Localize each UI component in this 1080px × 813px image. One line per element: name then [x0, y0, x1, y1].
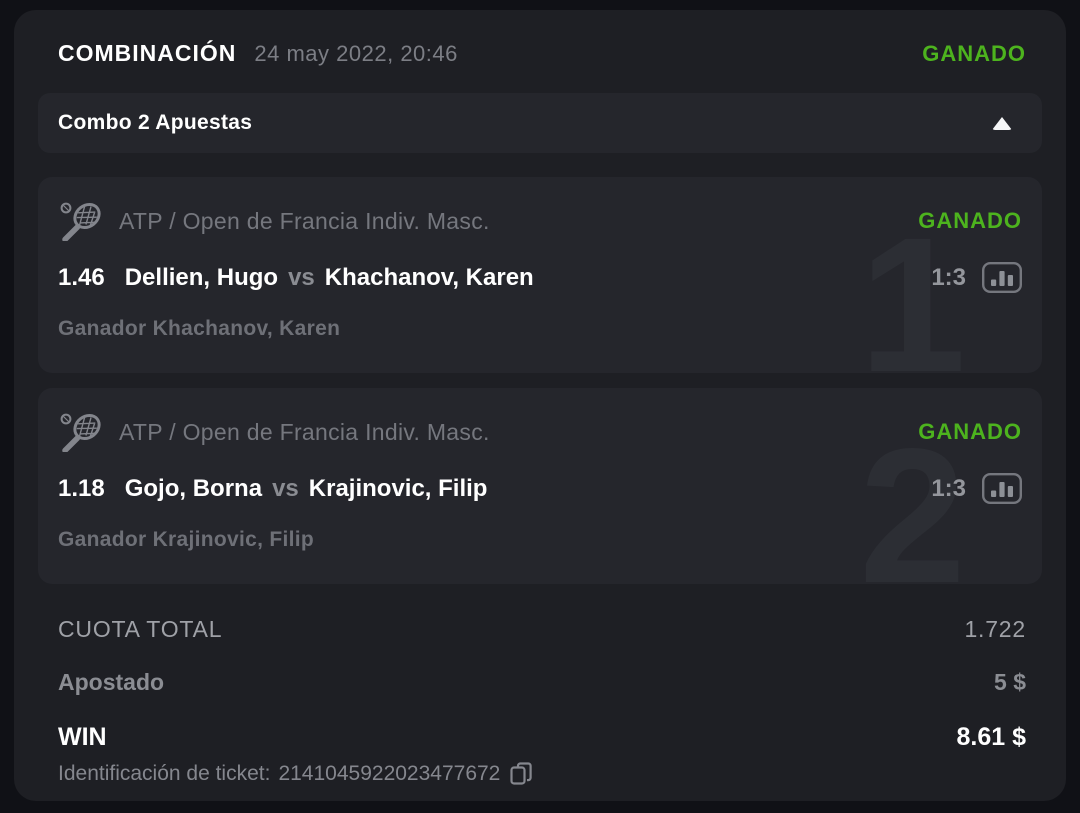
ticket-date: 24 may 2022, 20:46 — [254, 41, 458, 66]
bet-pick-row: Ganador Krajinovic, Filip — [58, 528, 1022, 552]
tennis-racket-icon — [60, 202, 101, 241]
away-player: Krajinovic, Filip — [308, 474, 488, 502]
copy-ticket-id-button[interactable] — [510, 761, 533, 787]
combo-label: Combo 2 Apuestas — [58, 111, 253, 134]
vs-label: vs — [272, 474, 299, 502]
ticket-id-label: Identificación de ticket: — [58, 762, 271, 785]
bar-chart-icon — [982, 473, 1022, 504]
total-odds-label: CUOTA TOTAL — [58, 616, 223, 642]
ticket-status-badge: GANADO — [922, 41, 1026, 66]
ticket-header: COMBINACIÓN 24 may 2022, 20:46 GANADO — [14, 10, 1066, 67]
tennis-racket-icon — [60, 413, 101, 452]
ticket-type-title: COMBINACIÓN — [58, 40, 237, 66]
bar-chart-icon — [982, 262, 1022, 293]
bet-ticket-card: COMBINACIÓN 24 may 2022, 20:46 GANADO Co… — [14, 10, 1066, 801]
ticket-id-value: 2141045922023477672 — [278, 762, 501, 785]
bet-odds: 1.18 — [58, 474, 105, 502]
match-score: 1:3 — [931, 263, 966, 291]
league-label: ATP / Open de Francia Indiv. Masc. — [119, 207, 490, 234]
total-odds-value: 1.722 — [964, 616, 1026, 642]
match-score: 1:3 — [931, 474, 966, 502]
bet-league-row: ATP / Open de Francia Indiv. Masc. GANAD… — [58, 201, 1022, 241]
bet-status-badge: GANADO — [918, 208, 1022, 233]
win-row: WIN 8.61 $ — [58, 723, 1026, 752]
bet-row: 1 ATP / Open de Francia Indiv. Masc. GAN… — [38, 177, 1042, 373]
pick-label: Ganador Krajinovic, Filip — [58, 528, 315, 551]
bet-match-row: 1.46 Dellien, Hugo vs Khachanov, Karen 1… — [58, 262, 1022, 293]
bet-odds: 1.46 — [58, 263, 105, 291]
statistics-button[interactable] — [982, 473, 1022, 504]
away-player: Khachanov, Karen — [324, 263, 534, 291]
win-value: 8.61 $ — [956, 723, 1026, 751]
copy-icon — [510, 762, 533, 785]
ticket-id-row: Identificación de ticket: 21410459220234… — [58, 761, 1026, 787]
bet-status-badge: GANADO — [918, 419, 1022, 444]
ticket-summary: CUOTA TOTAL 1.722 Apostado 5 $ WIN 8.61 … — [14, 616, 1066, 787]
home-player: Dellien, Hugo — [124, 263, 279, 291]
bet-league-row: ATP / Open de Francia Indiv. Masc. GANAD… — [58, 412, 1022, 452]
collapse-arrow-icon — [992, 116, 1012, 130]
bet-number-watermark: 2 — [859, 408, 966, 584]
league-label: ATP / Open de Francia Indiv. Masc. — [119, 418, 490, 445]
bet-number-watermark: 1 — [859, 197, 966, 373]
bet-pick-row: Ganador Khachanov, Karen — [58, 317, 1022, 341]
stake-value: 5 $ — [994, 669, 1026, 695]
bet-row: 2 ATP / Open de Francia Indiv. Masc. GAN… — [38, 388, 1042, 584]
vs-label: vs — [288, 263, 315, 291]
home-player: Gojo, Borna — [124, 474, 263, 502]
combo-collapse-bar[interactable]: Combo 2 Apuestas — [38, 93, 1042, 153]
pick-label: Ganador Khachanov, Karen — [58, 317, 341, 340]
statistics-button[interactable] — [982, 262, 1022, 293]
win-label: WIN — [58, 723, 107, 751]
bet-match-row: 1.18 Gojo, Borna vs Krajinovic, Filip 1:… — [58, 473, 1022, 504]
total-odds-row: CUOTA TOTAL 1.722 — [58, 616, 1026, 643]
stake-row: Apostado 5 $ — [58, 669, 1026, 696]
stake-label: Apostado — [58, 669, 165, 695]
